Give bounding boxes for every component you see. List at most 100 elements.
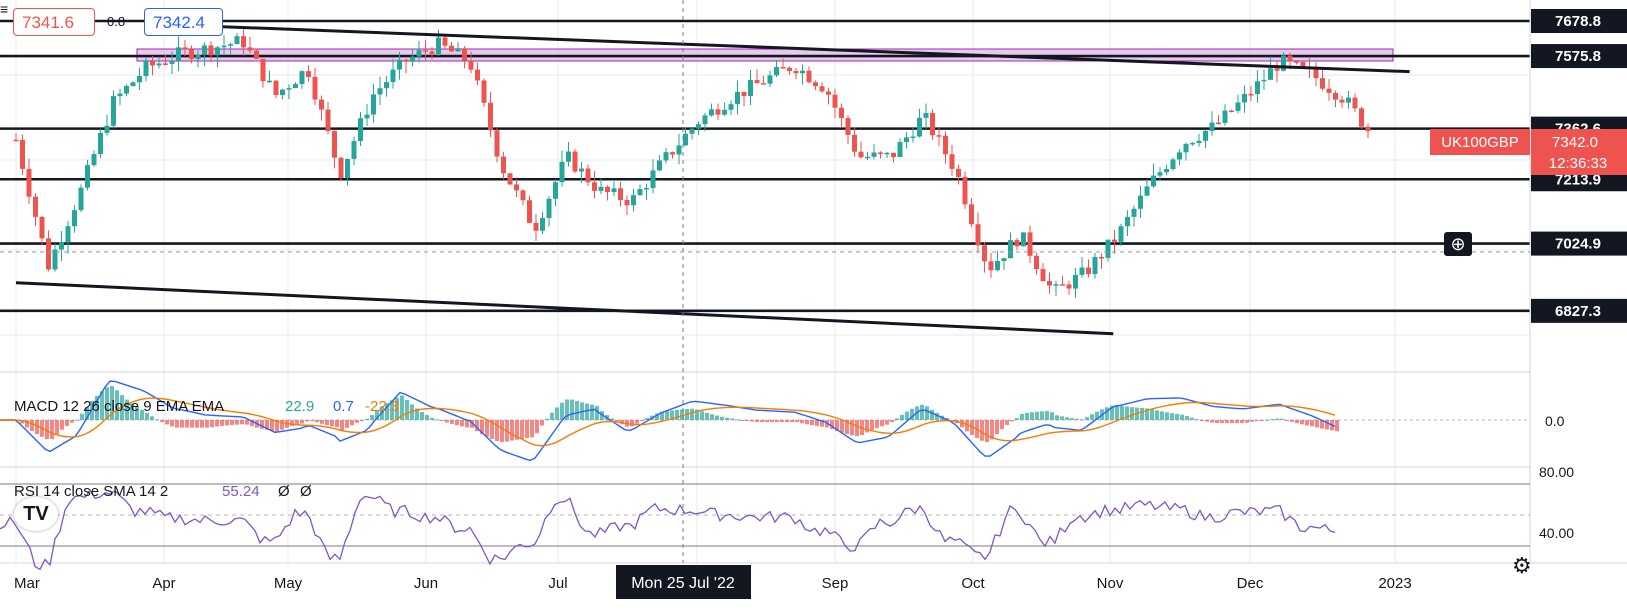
rsi-title[interactable]: RSI 14 close SMA 14 2 <box>14 483 168 500</box>
candle-body <box>657 160 662 171</box>
symbol-name: UK100GBP <box>1441 134 1519 151</box>
candle-body <box>1118 226 1124 242</box>
candle-body <box>488 102 493 131</box>
bid-price-box[interactable]: 7341.6 <box>13 8 95 36</box>
macd-bar <box>1070 418 1074 420</box>
macd-bar <box>305 420 309 422</box>
macd-bar <box>95 395 99 420</box>
candle-body <box>1196 140 1202 143</box>
macd-bar <box>715 415 719 420</box>
candle-body <box>741 91 747 97</box>
macd-bar <box>740 420 744 421</box>
candle-body <box>787 67 792 72</box>
macd-bar <box>405 399 409 420</box>
macd-bar <box>780 420 784 423</box>
macd-bar <box>1210 420 1214 423</box>
macd-bar <box>720 416 724 420</box>
macd-bar <box>490 420 494 439</box>
candle-body <box>202 45 207 55</box>
macd-bar <box>920 404 924 420</box>
candle-body <box>514 184 519 191</box>
candle-body <box>676 145 682 155</box>
macd-bar <box>815 420 819 427</box>
horizontal-levels[interactable] <box>0 19 1530 313</box>
tradingview-logo[interactable]: TV <box>14 497 58 531</box>
macd-bar <box>1285 420 1289 421</box>
macd-bar <box>1145 408 1149 420</box>
macd-bar <box>1025 412 1029 420</box>
rsi-na-2: Ø <box>300 483 312 500</box>
macd-bar <box>1310 420 1314 427</box>
trendline[interactable] <box>150 22 1410 74</box>
macd-bar <box>455 420 459 426</box>
macd-bar <box>415 408 419 420</box>
symbol-tag <box>1430 129 1530 155</box>
macd-bar <box>450 420 454 424</box>
macd-bar <box>1200 420 1204 421</box>
macd-bar <box>765 420 769 423</box>
gear-icon[interactable]: ⚙ <box>1512 553 1532 578</box>
candle-body <box>442 37 448 46</box>
candle-body <box>1157 172 1163 176</box>
macd-bar <box>635 420 639 424</box>
candle-body <box>1040 269 1046 282</box>
macd-line <box>0 380 1336 462</box>
candle-body <box>1099 256 1104 259</box>
menu-lines-icon[interactable]: ≡ <box>0 1 9 17</box>
rsi-line <box>0 489 1336 571</box>
candle-body <box>260 58 266 82</box>
macd-bar <box>270 420 274 431</box>
macd-bar <box>60 420 64 430</box>
candle-body <box>338 157 344 178</box>
candle-body <box>995 261 1000 271</box>
crosshair-date-box <box>616 565 751 599</box>
time-axis[interactable]: Mar Apr May Jun Jul Sep Oct Nov Dec 2023 <box>14 575 1412 592</box>
macd-bar <box>930 409 934 420</box>
macd-bar <box>1260 420 1264 421</box>
time-label: Jun <box>414 575 438 592</box>
candle-body <box>1144 186 1150 196</box>
macd-title[interactable]: MACD 12 26 close 9 EMA EMA <box>14 398 224 415</box>
candle-body <box>832 94 838 108</box>
macd-bar <box>45 420 49 440</box>
macd-bar <box>995 420 999 434</box>
macd-bar <box>595 405 599 420</box>
candle-body <box>195 54 201 60</box>
add-alert-plus-icon[interactable]: ⊕ <box>1444 232 1472 256</box>
macd-bar <box>1215 420 1219 424</box>
candle-body <box>507 173 513 185</box>
candle-body <box>839 107 844 119</box>
time-label: May <box>274 575 303 592</box>
candle-body <box>644 187 649 190</box>
macd-bar <box>1295 420 1299 424</box>
candle-body <box>364 114 370 119</box>
macd-bar <box>985 420 989 443</box>
macd-bar <box>440 420 444 421</box>
macd-bar <box>895 418 899 420</box>
candle-body <box>85 165 90 188</box>
macd-bar <box>990 420 994 440</box>
candle-body <box>598 186 604 191</box>
candle-body <box>871 152 877 157</box>
macd-bar <box>470 420 474 428</box>
macd-bar <box>960 420 964 428</box>
last-price-tag <box>1531 129 1627 175</box>
macd-bar <box>905 411 909 420</box>
candle-body <box>709 109 714 116</box>
macd-bar <box>1080 419 1084 421</box>
macd-bar <box>480 420 484 435</box>
candle-body <box>969 204 974 225</box>
macd-bar <box>925 406 929 420</box>
macd-bar <box>1000 420 1004 430</box>
trendline[interactable] <box>15 281 1114 336</box>
candle-body <box>1092 256 1098 275</box>
candle-body <box>884 152 890 155</box>
trendlines[interactable] <box>15 22 1410 336</box>
macd-bar <box>165 420 169 425</box>
candle-body <box>1229 110 1234 113</box>
crosshair-date-label: Mon 25 Jul '22 <box>631 575 735 592</box>
ask-price-box[interactable]: 7342.4 <box>144 8 223 36</box>
macd-bar <box>300 420 304 424</box>
candle-body <box>377 88 383 95</box>
